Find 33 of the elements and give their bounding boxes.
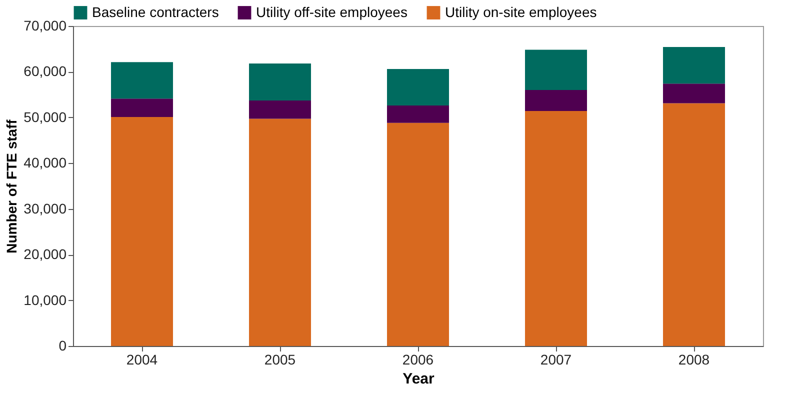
bar [525,50,587,90]
legend-label: Utility off-site employees [256,4,408,20]
x-tick-label: 2007 [540,352,572,368]
bar [663,47,725,84]
bar [111,98,173,117]
x-tick-label: 2004 [126,352,158,368]
bar [111,116,173,346]
y-tick-label: 40,000 [24,154,67,171]
x-axis-title: Year [402,370,435,388]
legend-label: Utility on-site employees [445,4,597,20]
x-tick-label: 2008 [678,352,710,368]
y-tick-label: 10,000 [24,292,67,308]
y-tick-label: 60,000 [24,63,67,80]
bar [525,90,587,112]
bar [249,63,311,101]
y-axis-title: Number of FTE staff [4,119,20,254]
bar [249,100,311,119]
y-tick-label: 70,000 [24,18,67,34]
y-tick-label: 20,000 [24,246,67,262]
bar [387,106,449,123]
bar [663,84,725,104]
bar [249,118,311,346]
x-tick-label: 2005 [264,352,296,368]
bar [387,122,449,346]
bar [663,103,725,346]
y-tick-label: 50,000 [24,108,67,125]
y-tick-label: 0 [58,338,67,354]
y-tick-label: 30,000 [24,200,67,216]
legend-label: Baseline contracters [92,4,219,20]
bar [525,111,587,346]
bar [111,62,173,99]
bar [387,68,449,106]
x-tick-label: 2006 [402,352,434,368]
